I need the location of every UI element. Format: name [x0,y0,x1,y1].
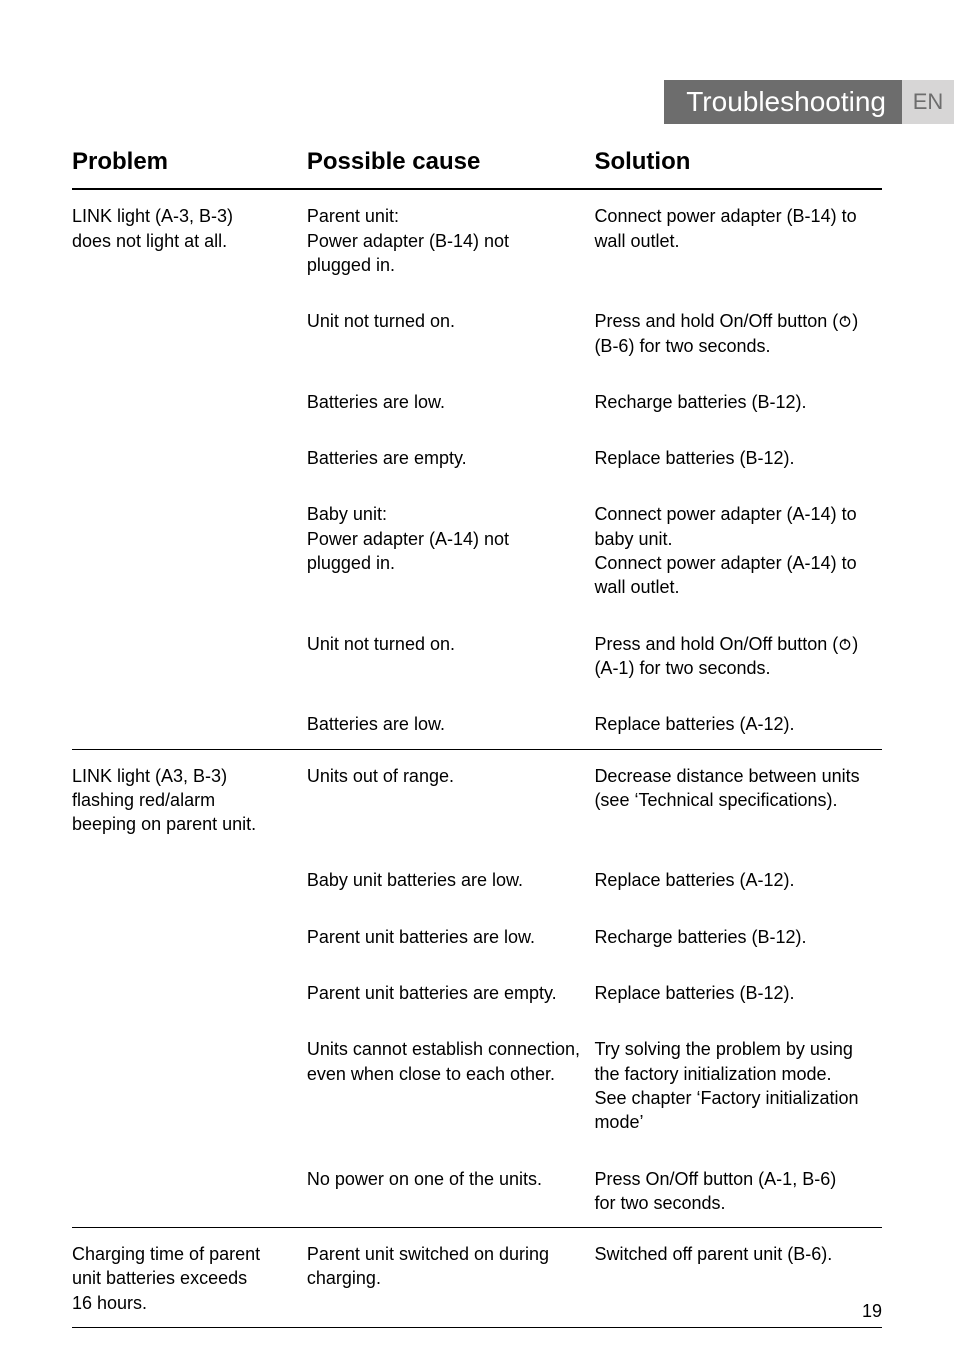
problem-cell [72,1153,307,1228]
solution-cell: Replace batteries (A-12). [594,854,882,892]
cause-cell: Baby unit:Power adapter (A-14) notplugge… [307,488,595,599]
solution-cell: Press and hold On/Off button ()(B-6) for… [594,295,882,358]
solution-cell: Press On/Off button (A-1, B-6)for two se… [594,1153,882,1228]
problem-cell: LINK light (A3, B-3)flashing red/alarmbe… [72,749,307,836]
solution-cell: Press and hold On/Off button ()(A-1) for… [594,618,882,681]
cause-cell: Parent unit switched on duringcharging. [307,1228,595,1328]
problem-cell: Charging time of parentunit batteries ex… [72,1228,307,1328]
page-title: Troubleshooting [664,80,902,124]
problem-cell [72,295,307,358]
cause-cell: Batteries are empty. [307,432,595,470]
cause-cell: No power on one of the units. [307,1153,595,1228]
page-number: 19 [862,1301,882,1322]
problem-cell [72,488,307,599]
language-badge: EN [902,80,954,124]
cause-cell: Parent unit batteries are low. [307,911,595,949]
solution-cell: Connect power adapter (B-14) towall outl… [594,189,882,277]
solution-cell: Decrease distance between units(see ‘Tec… [594,749,882,836]
problem-cell: LINK light (A-3, B-3)does not light at a… [72,189,307,277]
cause-cell: Batteries are low. [307,376,595,414]
cause-cell: Unit not turned on. [307,295,595,358]
problem-cell [72,432,307,470]
problem-cell [72,1023,307,1134]
solution-cell: Recharge batteries (B-12). [594,911,882,949]
cause-cell: Parent unit:Power adapter (B-14) notplug… [307,189,595,277]
col-header-solution: Solution [594,140,882,189]
solution-cell: Try solving the problem by usingthe fact… [594,1023,882,1134]
problem-cell [72,618,307,681]
cause-cell: Units cannot establish connection,even w… [307,1023,595,1134]
solution-cell: Recharge batteries (B-12). [594,376,882,414]
col-header-problem: Problem [72,140,307,189]
cause-cell: Batteries are low. [307,698,595,749]
troubleshooting-table: ProblemPossible causeSolution LINK light … [72,140,882,1328]
problem-cell [72,854,307,892]
problem-cell [72,967,307,1005]
cause-cell: Parent unit batteries are empty. [307,967,595,1005]
problem-cell [72,911,307,949]
header-tab: Troubleshooting EN [664,80,954,124]
col-header-cause: Possible cause [307,140,595,189]
cause-cell: Unit not turned on. [307,618,595,681]
solution-cell: Replace batteries (B-12). [594,967,882,1005]
content-area: ProblemPossible causeSolution LINK light … [72,140,882,1328]
solution-cell: Replace batteries (B-12). [594,432,882,470]
solution-cell: Connect power adapter (A-14) tobaby unit… [594,488,882,599]
problem-cell [72,376,307,414]
cause-cell: Baby unit batteries are low. [307,854,595,892]
problem-cell [72,698,307,749]
solution-cell: Switched off parent unit (B-6). [594,1228,882,1328]
cause-cell: Units out of range. [307,749,595,836]
solution-cell: Replace batteries (A-12). [594,698,882,749]
